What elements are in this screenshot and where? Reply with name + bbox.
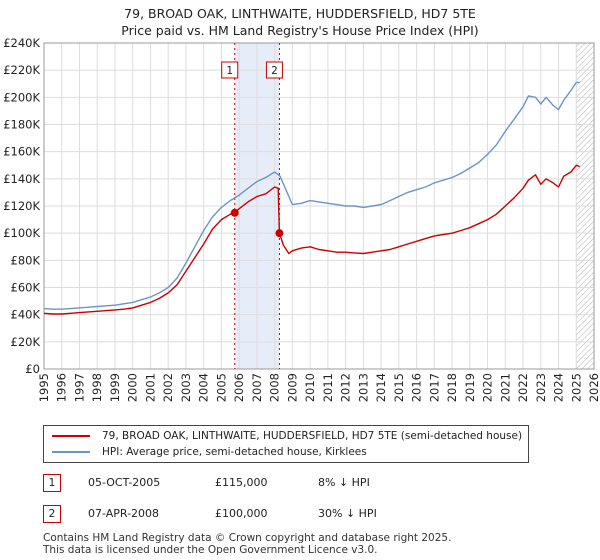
series-line-property <box>43 164 581 315</box>
x-tick-label: 2011 <box>321 373 335 402</box>
x-tick-label: 2017 <box>427 373 441 402</box>
y-tick-label: £120K <box>3 199 40 213</box>
x-tick-label: 2008 <box>268 373 282 402</box>
y-tick-label: £40K <box>11 308 41 322</box>
x-tick-label: 2026 <box>587 373 600 402</box>
x-tick-label: 2019 <box>463 373 477 402</box>
x-tick-label: 1995 <box>37 373 51 402</box>
x-tick-label: 2013 <box>356 373 370 402</box>
x-tick-label: 2022 <box>516 373 530 402</box>
transaction-hpi: 30% ↓ HPI <box>318 507 377 520</box>
sale-point <box>230 208 239 217</box>
chart-title: 79, BROAD OAK, LINTHWAITE, HUDDERSFIELD,… <box>124 6 476 21</box>
y-tick-label: £180K <box>3 118 40 132</box>
marker-label: 2 <box>271 65 278 77</box>
legend-label-property: 79, BROAD OAK, LINTHWAITE, HUDDERSFIELD,… <box>102 430 523 442</box>
transaction-row: 2 07-APR-2008 £100,000 30% ↓ HPI <box>0 505 600 525</box>
y-tick-label: £80K <box>11 253 41 267</box>
legend-swatch-property <box>52 435 90 437</box>
x-tick-label: 2015 <box>392 373 406 402</box>
transaction-marker-box: 1 <box>43 474 61 492</box>
legend-label-hpi: HPI: Average price, semi-detached house,… <box>102 446 367 458</box>
y-tick-label: £140K <box>3 172 40 186</box>
x-tick-label: 2005 <box>214 373 228 402</box>
transaction-marker-box: 2 <box>43 505 61 523</box>
legend-item-property: 79, BROAD OAK, LINTHWAITE, HUDDERSFIELD,… <box>52 428 522 444</box>
transaction-row: 1 05-OCT-2005 £115,000 8% ↓ HPI <box>0 474 600 494</box>
y-tick-label: £220K <box>3 63 40 77</box>
x-tick-label: 2021 <box>498 373 512 402</box>
x-tick-label: 2009 <box>285 373 299 402</box>
x-tick-label: 2012 <box>339 373 353 402</box>
x-tick-label: 2025 <box>569 373 583 402</box>
y-tick-label: £100K <box>3 226 40 240</box>
legend-swatch-hpi <box>52 451 90 453</box>
x-tick-label: 2018 <box>445 373 459 402</box>
x-tick-label: 2020 <box>481 373 495 402</box>
transaction-date: 07-APR-2008 <box>88 507 160 520</box>
x-tick-label: 2024 <box>552 373 566 402</box>
price-chart: £0 £20K £40K £60K £80K £100K £120K £140K £160K £1… <box>3 36 600 402</box>
x-tick-label: 2016 <box>410 373 424 402</box>
x-tick-label: 2004 <box>197 373 211 402</box>
series-line-hpi <box>43 81 580 310</box>
x-tick-label: 1998 <box>90 373 104 402</box>
x-tick-label: 2007 <box>250 373 264 402</box>
marker-label: 1 <box>226 65 233 77</box>
x-tick-label: 2006 <box>232 373 246 402</box>
y-tick-label: £60K <box>11 281 41 295</box>
legend-item-hpi: HPI: Average price, semi-detached house,… <box>52 444 367 460</box>
y-tick-label: £200K <box>3 90 40 104</box>
x-tick-label: 2000 <box>126 373 140 402</box>
x-tick-label: 2002 <box>161 373 175 402</box>
y-tick-label: £160K <box>3 145 40 159</box>
legend: 79, BROAD OAK, LINTHWAITE, HUDDERSFIELD,… <box>43 425 529 463</box>
y-tick-label: £20K <box>11 335 41 349</box>
x-tick-label: 1996 <box>55 373 69 402</box>
marker-label-box <box>221 61 239 79</box>
x-tick-label: 2001 <box>143 373 157 402</box>
x-tick-label: 1997 <box>72 373 86 402</box>
x-tick-label: 1999 <box>108 373 122 402</box>
y-tick-label: £240K <box>3 36 40 50</box>
transaction-price: £115,000 <box>215 476 268 489</box>
transaction-price: £100,000 <box>215 507 268 520</box>
x-tick-label: 2003 <box>179 373 193 402</box>
marker-label-box <box>265 61 283 79</box>
x-tick-label: 2023 <box>534 373 548 402</box>
transaction-hpi: 8% ↓ HPI <box>318 476 370 489</box>
transaction-date: 05-OCT-2005 <box>88 476 161 489</box>
x-tick-label: 2010 <box>303 373 317 402</box>
y-tick-label: £0 <box>25 362 40 376</box>
chart-subtitle: Price paid vs. HM Land Registry's House … <box>121 23 479 38</box>
sale-point <box>275 229 284 238</box>
plot-frame <box>43 42 595 370</box>
footer-licence: This data is licensed under the Open Gov… <box>43 544 378 556</box>
x-tick-label: 2014 <box>374 373 388 402</box>
footer-copyright: Contains HM Land Registry data © Crown c… <box>43 532 452 544</box>
